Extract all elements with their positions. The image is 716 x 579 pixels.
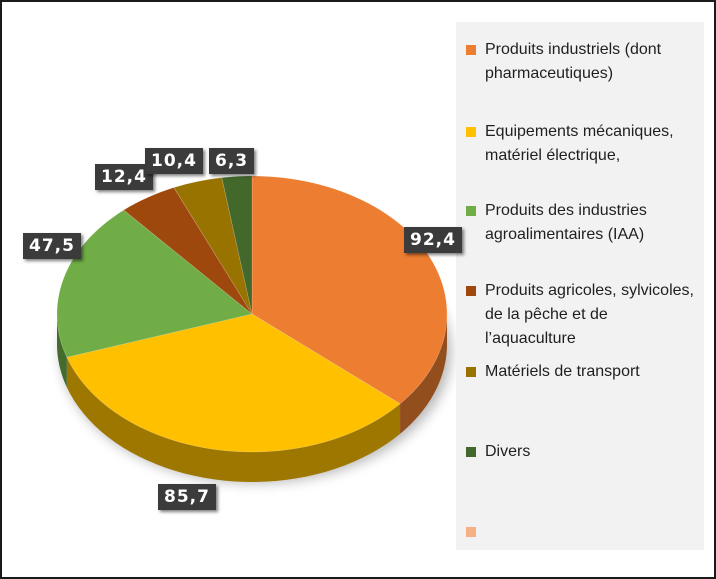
legend-label: Produits agricoles, sylvicoles, de la pê… [485,282,694,347]
pie-side-produits-industriels [400,314,447,434]
legend-swatch-produits-agricoles [466,286,476,296]
data-label-produits-industriels: 92,4 [404,227,462,253]
legend-swatch-produits-industriels [466,45,476,55]
legend-item-produits-agricoles: Produits agricoles, sylvicoles, de la pê… [466,279,702,351]
legend-item-divers: Divers [466,440,702,464]
data-label-industries-agroalimentaires: 47,5 [23,233,81,259]
legend-label: Produits des industries agroalimentaires… [485,202,647,243]
data-label-produits-agricoles: 12,4 [95,164,153,190]
data-label-divers: 6,3 [209,148,255,174]
data-label-materiels-transport: 10,4 [145,148,203,174]
legend-label: Equipements mécaniques, matériel électri… [485,123,674,164]
legend-label: Divers [485,443,531,460]
legend: Produits industriels (dont pharmaceutiqu… [456,22,704,550]
legend-item-equipements-mecaniques: Equipements mécaniques, matériel électri… [466,120,702,168]
legend-item-industries-agroalimentaires: Produits des industries agroalimentaires… [466,199,702,247]
pie-side-equipements-mecaniques [66,357,401,482]
pie-chart [56,175,451,484]
legend-swatch-blank [466,527,476,537]
data-label-equipements-mecaniques: 85,7 [158,484,216,510]
legend-label: Matériels de transport [485,363,640,380]
legend-swatch-materiels-transport [466,367,476,377]
pie-side-walls [57,314,447,482]
legend-swatch-divers [466,447,476,457]
legend-item-produits-industriels: Produits industriels (dont pharmaceutiqu… [466,38,702,86]
pie-slice-produits-agricoles [123,187,253,315]
pie-slice-equipements-mecaniques [66,313,401,453]
pie-slice-divers [221,175,253,315]
legend-swatch-equipements-mecaniques [466,127,476,137]
legend-swatch-industries-agroalimentaires [466,206,476,216]
legend-label: Produits industriels (dont pharmaceutiqu… [485,41,662,82]
pie-slice-produits-industriels [251,175,448,405]
pie-slice-industries-agroalimentaires [56,209,253,358]
pie-slice-materiels-transport [173,177,253,315]
pie-slices [56,175,448,453]
pie-side-industries-agroalimentaires [57,314,67,388]
legend-item-materiels-transport: Matériels de transport [466,360,702,384]
